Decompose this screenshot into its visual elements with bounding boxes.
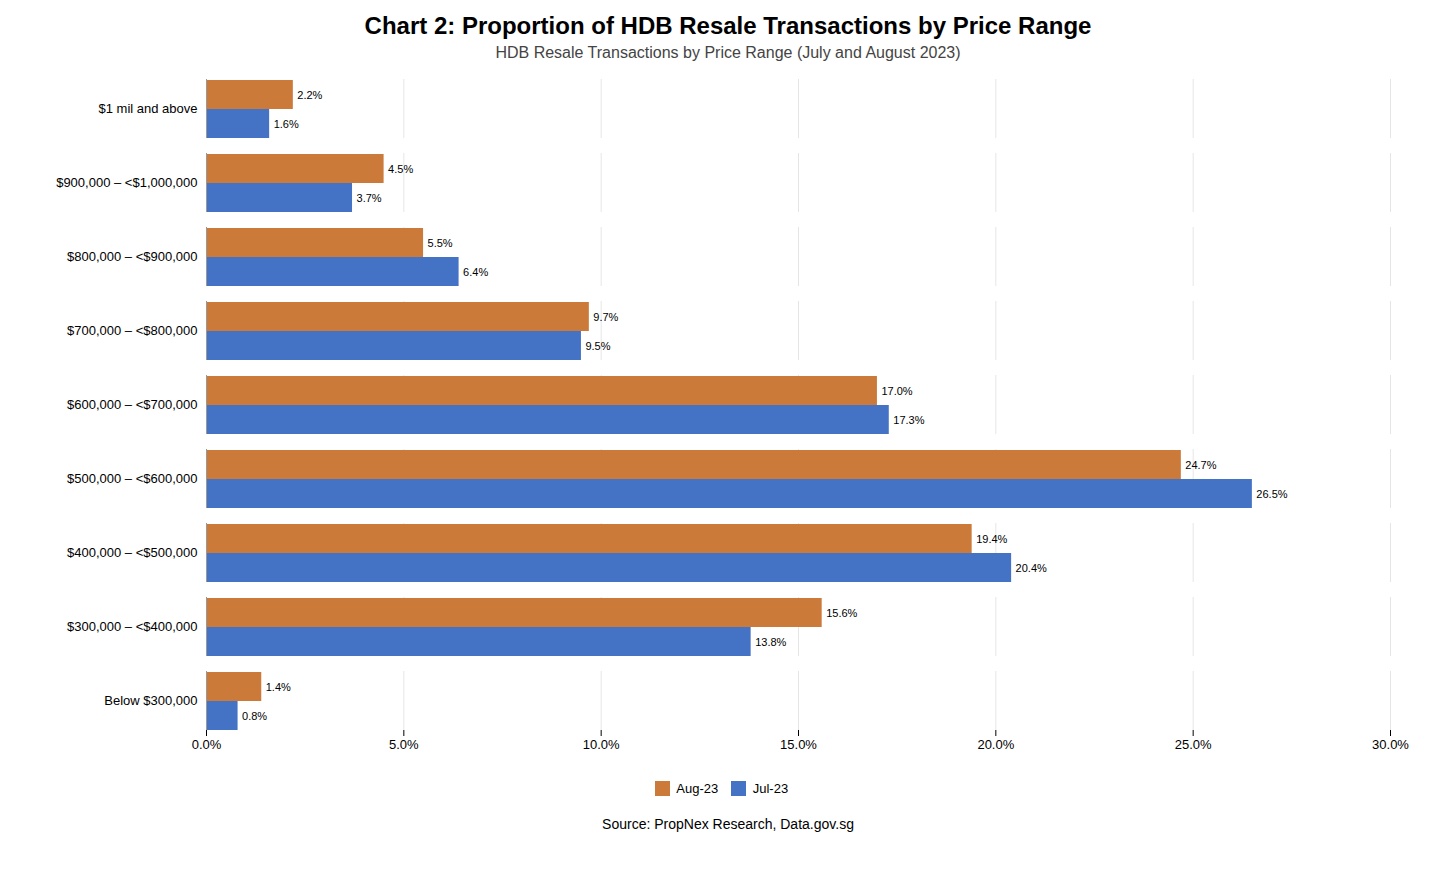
- svg-text:6.4%: 6.4%: [463, 266, 488, 278]
- svg-text:19.4%: 19.4%: [976, 533, 1007, 545]
- svg-text:5.5%: 5.5%: [428, 237, 453, 249]
- svg-text:$800,000 – <$900,000: $800,000 – <$900,000: [67, 249, 198, 264]
- svg-text:$900,000 – <$1,000,000: $900,000 – <$1,000,000: [56, 175, 197, 190]
- svg-text:17.3%: 17.3%: [893, 414, 924, 426]
- svg-text:$600,000 – <$700,000: $600,000 – <$700,000: [67, 397, 198, 412]
- svg-text:13.8%: 13.8%: [755, 636, 786, 648]
- svg-text:15.0%: 15.0%: [780, 737, 817, 752]
- svg-text:Below $300,000: Below $300,000: [104, 693, 197, 708]
- svg-text:15.6%: 15.6%: [826, 607, 857, 619]
- svg-text:10.0%: 10.0%: [583, 737, 620, 752]
- html-text:Chart 2: Proportion of HDB Res: Chart 2: Proportion of HDB Resale Transa…: [364, 12, 1092, 39]
- svg-text:$500,000 – <$600,000: $500,000 – <$600,000: [67, 471, 198, 486]
- svg-text:20.0%: 20.0%: [977, 737, 1014, 752]
- svg-text:9.7%: 9.7%: [593, 311, 618, 323]
- svg-text:20.4%: 20.4%: [1016, 562, 1047, 574]
- svg-text:4.5%: 4.5%: [388, 163, 413, 175]
- svg-text:24.7%: 24.7%: [1185, 459, 1216, 471]
- svg-text:$700,000 – <$800,000: $700,000 – <$800,000: [67, 323, 198, 338]
- svg-text:9.5%: 9.5%: [585, 340, 610, 352]
- html-text:HDB Resale Transactions by Pri: HDB Resale Transactions by Price Range (…: [495, 44, 961, 61]
- html-text:Source: PropNex Research, Data: Source: PropNex Research, Data.gov.sg: [602, 815, 854, 832]
- svg-text:2.2%: 2.2%: [297, 89, 322, 101]
- html-text:Jul-23: Jul-23: [752, 781, 789, 796]
- svg-text:25.0%: 25.0%: [1175, 737, 1212, 752]
- svg-text:26.5%: 26.5%: [1256, 488, 1287, 500]
- svg-text:3.7%: 3.7%: [357, 192, 382, 204]
- svg-text:1.6%: 1.6%: [274, 118, 299, 130]
- svg-text:5.0%: 5.0%: [389, 737, 419, 752]
- svg-text:$1 mil and above: $1 mil and above: [98, 101, 197, 116]
- svg-text:30.0%: 30.0%: [1372, 737, 1409, 752]
- svg-text:$400,000 – <$500,000: $400,000 – <$500,000: [67, 545, 198, 560]
- svg-text:17.0%: 17.0%: [881, 385, 912, 397]
- svg-text:1.4%: 1.4%: [266, 681, 291, 693]
- svg-text:0.0%: 0.0%: [192, 737, 222, 752]
- html-text:Aug-23: Aug-23: [676, 781, 719, 796]
- svg-text:$300,000 – <$400,000: $300,000 – <$400,000: [67, 619, 198, 634]
- svg-text:0.8%: 0.8%: [242, 710, 267, 722]
